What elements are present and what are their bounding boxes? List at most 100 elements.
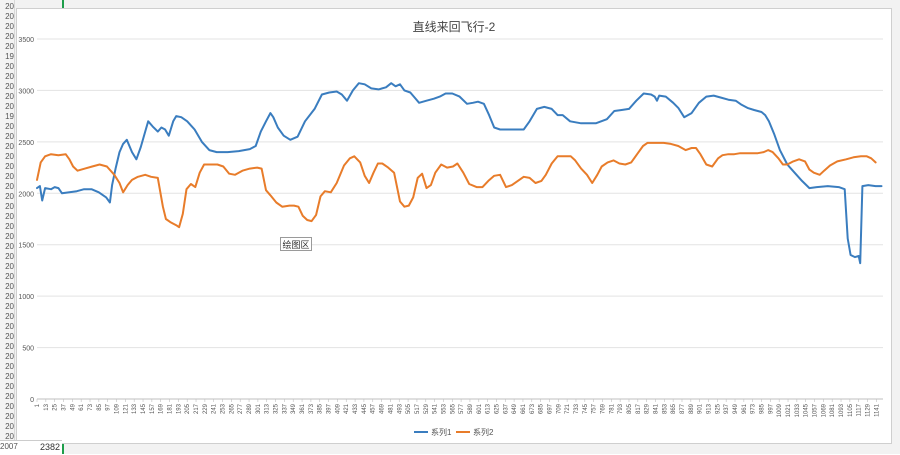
x-tick-label: 529 <box>424 403 430 414</box>
x-tick-label: 409 <box>335 403 341 414</box>
x-tick-label: 421 <box>344 403 350 414</box>
x-tick-label: 325 <box>274 403 280 414</box>
y-tick-label: 0 <box>30 397 34 404</box>
x-tick-label: 553 <box>441 403 447 414</box>
row-number: 20 <box>5 412 14 421</box>
x-tick-label: 385 <box>318 403 324 414</box>
row-number: 20 <box>5 192 14 201</box>
x-tick-label: 145 <box>141 403 147 414</box>
x-tick-label: 457 <box>371 403 377 414</box>
x-tick-label: 1105 <box>848 403 854 417</box>
x-tick-label: 229 <box>203 403 209 414</box>
x-tick-label: 445 <box>362 403 368 414</box>
x-tick-label: 121 <box>123 403 129 414</box>
row-number: 20 <box>5 392 14 401</box>
x-tick-label: 1141 <box>874 403 880 417</box>
x-tick-label: 169 <box>159 403 165 414</box>
row-number: 20 <box>5 102 14 111</box>
row-number: 20 <box>5 62 14 71</box>
x-tick-label: 793 <box>618 403 624 414</box>
row-number: 20 <box>5 12 14 21</box>
x-tick-label: 73 <box>88 403 94 410</box>
x-tick-label: 709 <box>556 403 562 414</box>
x-tick-label: 481 <box>388 403 394 414</box>
x-tick-label: 865 <box>671 403 677 414</box>
row-number: 20 <box>5 332 14 341</box>
x-tick-label: 949 <box>733 403 739 414</box>
series-line-2[interactable] <box>36 141 877 229</box>
x-tick-label: 1081 <box>830 403 836 417</box>
row-number: 20 <box>5 212 14 221</box>
legend: 系列1 系列2 <box>414 427 494 437</box>
row-number: 20 <box>5 202 14 211</box>
x-tick-label: 13 <box>44 403 50 410</box>
x-tick-label: 841 <box>653 403 659 414</box>
x-tick-label: 877 <box>680 403 686 414</box>
spreadsheet-bottom-row: 2007 2382 <box>0 440 62 455</box>
row-number: 19 <box>5 112 14 121</box>
x-tick-label: 997 <box>768 403 774 414</box>
x-tick-label: 217 <box>194 403 200 414</box>
series-line-1[interactable] <box>36 82 883 265</box>
x-tick-label: 493 <box>397 403 403 414</box>
x-tick-label: 37 <box>62 403 68 410</box>
x-tick-label: 601 <box>477 403 483 414</box>
x-tick-label: 49 <box>70 403 76 410</box>
row-number: 20 <box>5 252 14 261</box>
x-tick-label: 97 <box>106 403 112 410</box>
y-tick-label: 2000 <box>18 191 34 198</box>
x-tick-label: 337 <box>282 403 288 414</box>
x-tick-label: 673 <box>530 403 536 414</box>
x-tick-label: 1093 <box>839 403 845 417</box>
x-tick-label: 925 <box>715 403 721 414</box>
row-number: 20 <box>5 352 14 361</box>
row-number: 20 <box>5 422 14 431</box>
cell-value[interactable]: 2382 <box>39 442 60 452</box>
row-number: 2007 <box>0 442 18 451</box>
x-tick-label: 637 <box>503 403 509 414</box>
x-tick-label: 541 <box>433 403 439 414</box>
x-tick-label: 85 <box>97 403 103 410</box>
x-tick-label: 241 <box>212 403 218 414</box>
x-tick-label: 397 <box>327 403 333 414</box>
row-number: 20 <box>5 432 14 441</box>
x-tick-label: 1033 <box>795 403 801 417</box>
row-number: 20 <box>5 122 14 131</box>
series-lines <box>36 82 883 265</box>
row-number: 20 <box>5 342 14 351</box>
x-tick-label: 433 <box>353 403 359 414</box>
row-number: 20 <box>5 402 14 411</box>
x-tick-label: 625 <box>494 403 500 414</box>
row-number: 20 <box>5 222 14 231</box>
gridlines <box>37 38 883 400</box>
row-header-gutter: 20 20 20 20 20 19 20 20 20 20 20 19 20 20 20 20 20 20 20 20… <box>0 0 15 454</box>
x-tick-label: 61 <box>79 403 85 410</box>
x-tick-label: 781 <box>609 403 615 414</box>
x-tick-label: 193 <box>176 403 182 414</box>
x-tick-label: 505 <box>406 403 412 414</box>
row-number: 20 <box>5 312 14 321</box>
plot-area-tooltip: 绘图区 <box>280 237 312 251</box>
row-number: 20 <box>5 132 14 141</box>
row-number: 20 <box>5 92 14 101</box>
x-tick-label: 1129 <box>866 403 872 417</box>
x-tick-label: 373 <box>309 403 315 414</box>
row-number: 20 <box>5 232 14 241</box>
row-number: 20 <box>5 32 14 41</box>
row-number: 20 <box>5 172 14 181</box>
y-tick-label: 1500 <box>18 243 34 250</box>
row-number: 20 <box>5 282 14 291</box>
row-number: 20 <box>5 82 14 91</box>
y-tick-label: 500 <box>22 346 34 353</box>
x-tick-label: 829 <box>645 403 651 414</box>
x-tick-label: 613 <box>486 403 492 414</box>
x-tick-label: 469 <box>380 403 386 414</box>
x-tick-label: 661 <box>521 403 527 414</box>
row-number: 20 <box>5 292 14 301</box>
row-number: 20 <box>5 322 14 331</box>
row-number: 20 <box>5 72 14 81</box>
x-tick-label: 1117 <box>857 403 863 416</box>
row-number: 20 <box>5 382 14 391</box>
